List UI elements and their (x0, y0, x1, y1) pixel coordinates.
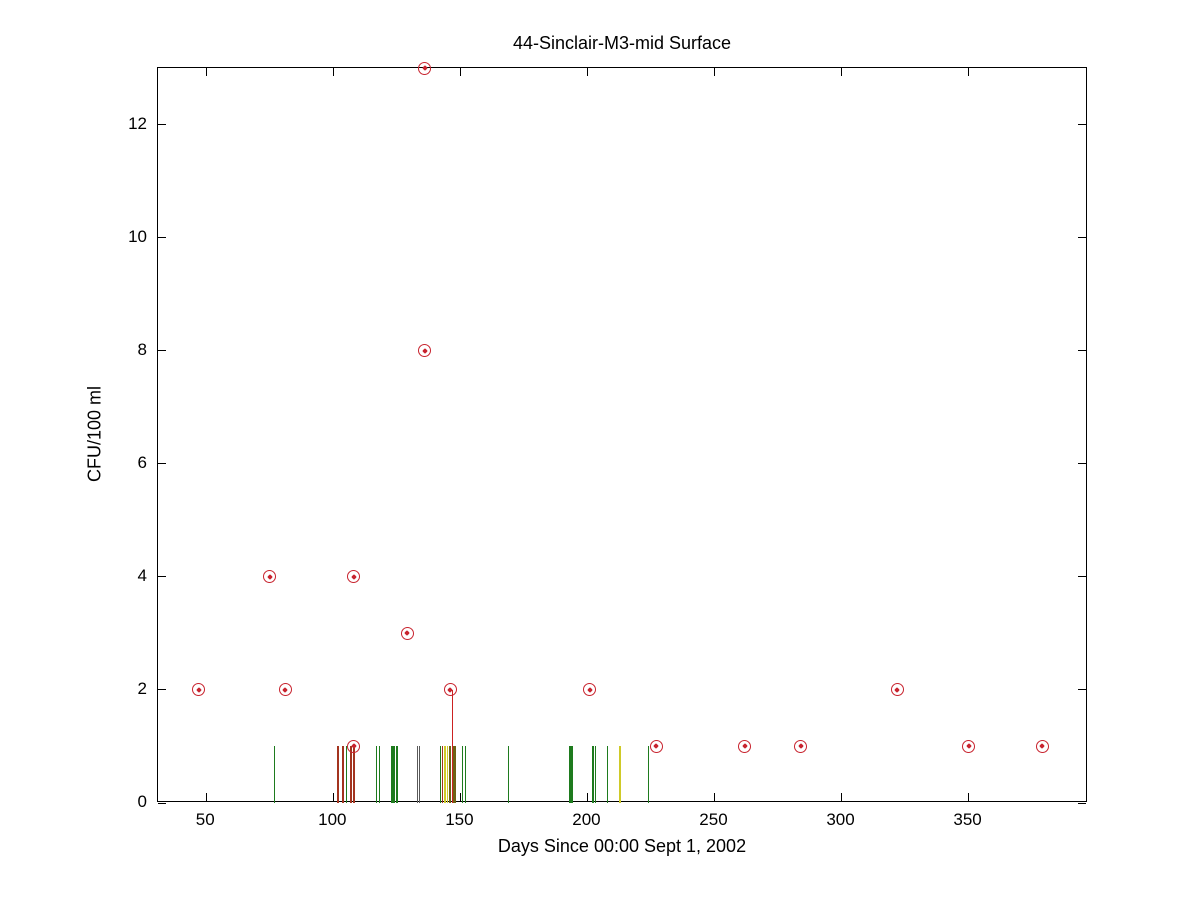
event-line-yellow (447, 746, 449, 803)
x-tick-label: 250 (699, 810, 728, 829)
event-line-green (390, 746, 393, 803)
data-point (583, 683, 597, 697)
event-line-green (571, 746, 574, 803)
y-tick (158, 576, 166, 578)
y-tick-right (1078, 124, 1086, 126)
data-point (400, 626, 414, 640)
event-line-green (607, 746, 609, 803)
y-tick-right (1078, 350, 1086, 352)
x-tick-label: 50 (195, 810, 215, 829)
y-tick-label: 6 (137, 452, 147, 472)
x-tick (205, 793, 207, 801)
plot-area (157, 61, 1087, 804)
x-tick-top (841, 68, 843, 76)
event-line-green (439, 746, 441, 803)
event-line-darkred (352, 746, 355, 803)
x-tick (968, 793, 970, 801)
y-tick-right (1078, 576, 1086, 578)
y-tick-right (1078, 802, 1086, 804)
data-point (890, 683, 904, 697)
x-tick-top (459, 68, 461, 76)
data-point (418, 344, 432, 358)
y-tick-right (1078, 237, 1086, 239)
y-tick-label: 4 (137, 565, 147, 585)
data-point (794, 739, 808, 753)
data-point (263, 570, 277, 584)
event-line-red (452, 689, 454, 803)
data-point (443, 683, 457, 697)
y-tick-label: 8 (137, 339, 147, 359)
x-tick (713, 793, 715, 801)
event-line-green (274, 746, 276, 803)
event-line-green (376, 746, 378, 803)
event-line-green (462, 746, 464, 803)
event-line-darkred (442, 746, 444, 803)
event-line-green (647, 746, 649, 803)
y-tick (158, 802, 166, 804)
x-tick (841, 793, 843, 801)
data-point (418, 61, 432, 75)
event-line-green (568, 746, 571, 803)
y-tick (158, 463, 166, 465)
x-tick-top (586, 68, 588, 76)
x-tick-label: 100 (318, 810, 347, 829)
data-point (1035, 739, 1049, 753)
x-tick-label: 150 (445, 810, 474, 829)
event-line-gray (419, 746, 421, 803)
event-line-green (464, 746, 466, 803)
event-line-green (393, 746, 396, 803)
y-tick (158, 124, 166, 126)
x-tick-top (968, 68, 970, 76)
chart-title: 44-Sinclair-M3-mid Surface (512, 33, 732, 53)
event-line-darkred (350, 746, 353, 803)
data-point (278, 683, 292, 697)
y-tick (158, 689, 166, 691)
event-line-darkred (342, 746, 345, 803)
data-point (192, 683, 206, 697)
event-line-green (395, 746, 398, 803)
x-tick-label: 200 (572, 810, 601, 829)
data-point (347, 570, 361, 584)
event-line-yellow (619, 746, 622, 803)
y-tick-label: 0 (137, 792, 147, 811)
y-tick (158, 350, 166, 352)
event-line-gray (416, 746, 418, 803)
y-tick-label: 10 (128, 226, 147, 246)
x-tick-top (205, 68, 207, 76)
x-tick (332, 793, 334, 801)
y-tick-right (1078, 689, 1086, 691)
event-line-olive (449, 746, 452, 803)
event-line-green (594, 746, 596, 803)
x-tick-label: 350 (953, 810, 982, 829)
y-tick-label: 12 (128, 113, 147, 133)
x-tick (586, 793, 588, 801)
event-line-green (345, 746, 347, 803)
event-line-green (378, 746, 380, 803)
x-tick-top (332, 68, 334, 76)
x-tick-label: 300 (826, 810, 855, 829)
data-point (738, 739, 752, 753)
data-point (962, 739, 976, 753)
event-line-green (508, 746, 510, 803)
y-tick-label: 2 (137, 678, 147, 698)
event-line-darkred (337, 746, 340, 803)
y-tick-right (1078, 463, 1086, 465)
y-tick (158, 237, 166, 239)
event-line-olive (454, 746, 457, 803)
event-line-yellow (444, 746, 447, 803)
data-point (347, 739, 361, 753)
event-line-green (591, 746, 594, 803)
x-tick-top (713, 68, 715, 76)
data-point (649, 739, 663, 753)
x-tick (459, 793, 461, 801)
x-axis-label: Days Since 00:00 Sept 1, 2002 (497, 836, 747, 856)
